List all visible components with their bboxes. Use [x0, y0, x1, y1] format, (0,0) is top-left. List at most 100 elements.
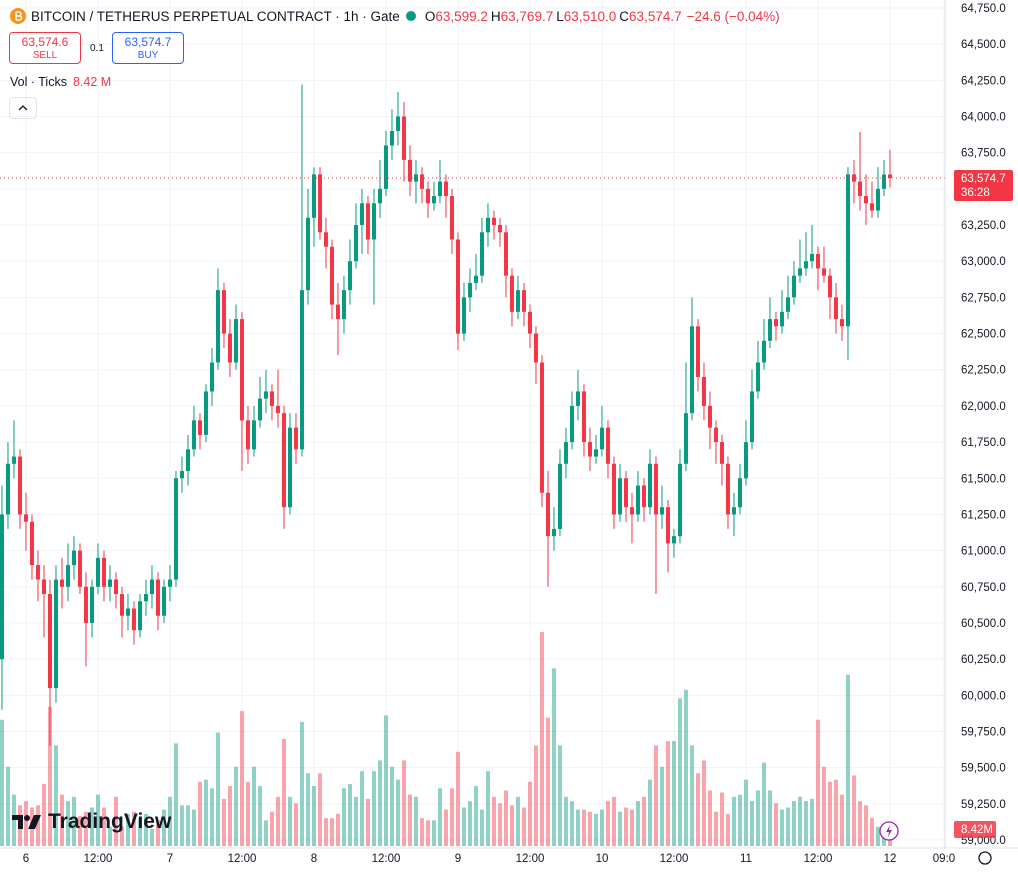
volume-bar	[491, 796, 496, 846]
volume-bar	[815, 719, 820, 846]
candle-body	[89, 586, 94, 623]
y-tick-label: 64,000.0	[961, 111, 1006, 123]
volume-bar	[557, 745, 562, 846]
candle-body	[851, 174, 856, 182]
x-tick-label: 12	[884, 853, 897, 865]
x-tick-label: 12:00	[660, 853, 689, 865]
volume-bar	[785, 807, 790, 846]
candle-body	[755, 362, 760, 392]
candle-body	[17, 456, 22, 515]
candle-body	[383, 145, 388, 189]
volume-bar	[269, 811, 274, 846]
ohlc-key: O	[424, 8, 436, 24]
volume-bar	[683, 689, 688, 846]
candle-body	[521, 290, 526, 312]
candle-body	[857, 181, 862, 197]
candle-body	[665, 507, 670, 544]
volume-bar	[131, 811, 136, 846]
candle-body	[209, 362, 214, 392]
volume-bar	[179, 805, 184, 846]
candle-body	[431, 196, 436, 204]
y-tick-label: 59,000.0	[961, 835, 1006, 847]
candle-body	[635, 485, 640, 515]
candle-body	[263, 391, 268, 399]
x-tick-label: 12:00	[228, 853, 257, 865]
volume-bar	[53, 745, 58, 846]
candle-body	[191, 420, 196, 450]
volume-bar	[455, 751, 460, 846]
volume-bar	[689, 745, 694, 846]
candle-body	[11, 456, 16, 464]
candle-body	[887, 174, 892, 179]
x-tick-label: 12:00	[516, 853, 545, 865]
volume-bar	[713, 811, 718, 846]
candle-body	[305, 217, 310, 291]
volume-bar	[659, 766, 664, 846]
replay-button[interactable]	[879, 821, 899, 841]
candle-body	[467, 282, 472, 298]
candle-body	[479, 232, 484, 276]
candle-body	[407, 159, 412, 182]
y-tick-label: 62,500.0	[961, 329, 1006, 341]
volume-bar	[149, 828, 154, 846]
sell-price: 63,574.6	[21, 35, 69, 49]
candle-body	[161, 586, 166, 616]
volume-bar	[611, 796, 616, 846]
candle-body	[449, 196, 454, 240]
candle-body	[323, 232, 328, 247]
volume-bar	[119, 826, 124, 846]
volume-bar	[863, 805, 868, 846]
volume-bar	[347, 783, 352, 846]
candle-body	[437, 181, 442, 197]
candle-body	[311, 174, 316, 218]
volume-bar	[845, 674, 850, 846]
candle-body	[395, 116, 400, 131]
candle-body	[869, 203, 874, 211]
volume-bar	[197, 781, 202, 846]
candle-body	[257, 398, 262, 421]
volume-bar	[47, 706, 52, 846]
volume-bar	[59, 794, 64, 846]
candle-body	[341, 290, 346, 320]
x-tick-label: 6	[23, 853, 29, 865]
volume-bar	[623, 807, 628, 846]
candle-body	[557, 463, 562, 529]
y-tick-label: 62,000.0	[961, 401, 1006, 413]
candle-body	[131, 608, 136, 631]
candle-body	[425, 188, 430, 204]
y-tick-label: 64,250.0	[961, 75, 1006, 87]
volume-bar	[575, 809, 580, 846]
volume-bar	[77, 816, 82, 846]
chevron	[18, 105, 28, 111]
x-tick-label: 09:0	[933, 853, 955, 865]
volume-bar	[449, 788, 454, 846]
volume-bar	[605, 801, 610, 846]
sell-button[interactable]: 63,574.6 SELL	[9, 32, 81, 64]
candle-body	[143, 594, 148, 602]
candle-body	[761, 340, 766, 363]
candle-body	[443, 181, 448, 197]
volume-bar	[317, 773, 322, 846]
volume-bar	[155, 820, 160, 846]
volume-bar	[797, 796, 802, 846]
volume-bar	[35, 805, 40, 846]
volume-bar	[629, 809, 634, 846]
candle-body	[71, 550, 76, 566]
volume-bar	[0, 719, 4, 846]
buy-button[interactable]: 63,574.7 BUY	[112, 32, 184, 64]
y-tick-label: 61,500.0	[961, 473, 1006, 485]
candle-body	[125, 608, 130, 616]
symbol[interactable]: BITCOIN / TETHERUS PERPETUAL CONTRACT · …	[31, 8, 400, 24]
volume-bar	[65, 801, 70, 846]
volume-bar	[749, 801, 754, 846]
candle-body	[599, 427, 604, 450]
collapse-button[interactable]	[9, 97, 37, 119]
volume-bar	[725, 813, 730, 846]
y-tick-label: 62,250.0	[961, 365, 1006, 377]
volume-bar	[389, 766, 394, 846]
candle-body	[281, 413, 286, 508]
candle-body	[371, 203, 376, 240]
logo-text: TradingView	[48, 810, 172, 833]
candle-body	[551, 528, 556, 537]
